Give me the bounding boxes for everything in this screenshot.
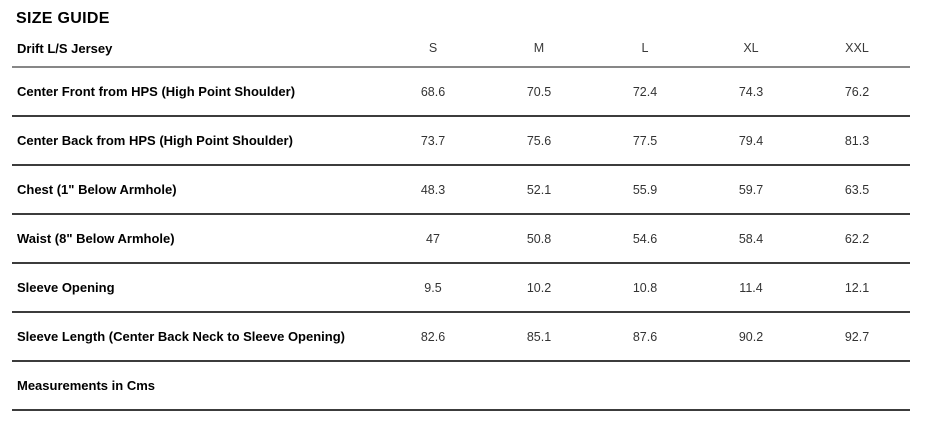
measurement-label: Sleeve Length (Center Back Neck to Sleev… [12,312,380,362]
size-guide-table: Drift L/S Jersey S M L XL XXL Center Front f… [12,30,910,411]
table-row: Chest (1" Below Armhole) 48.3 52.1 55.9 59.7… [12,165,910,215]
table-row: Sleeve Opening 9.5 10.2 10.8 11.4 12.1 [12,263,910,313]
measurement-value: 10.2 [486,263,592,313]
size-header-xxl: XXL [804,30,910,68]
measurement-value: 72.4 [592,67,698,117]
measurement-value: 74.3 [698,67,804,117]
units-footnote: Measurements in Cms [12,361,910,411]
size-header-xl: XL [698,30,804,68]
measurement-value: 50.8 [486,214,592,264]
table-row: Center Front from HPS (High Point Should… [12,67,910,117]
measurement-value: 52.1 [486,165,592,215]
measurement-value: 77.5 [592,116,698,166]
measurement-value: 81.3 [804,116,910,166]
measurement-value: 75.6 [486,116,592,166]
measurement-value: 79.4 [698,116,804,166]
measurement-value: 70.5 [486,67,592,117]
measurement-label: Center Back from HPS (High Point Shoulde… [12,116,380,166]
measurement-value: 63.5 [804,165,910,215]
measurement-label: Center Front from HPS (High Point Should… [12,67,380,117]
measurement-value: 10.8 [592,263,698,313]
table-row: Center Back from HPS (High Point Shoulde… [12,116,910,166]
measurement-value: 82.6 [380,312,486,362]
measurement-value: 90.2 [698,312,804,362]
table-row: Waist (8" Below Armhole) 47 50.8 54.6 58.4 62… [12,214,910,264]
table-row: Sleeve Length (Center Back Neck to Sleev… [12,312,910,362]
measurement-value: 62.2 [804,214,910,264]
measurement-label: Chest (1" Below Armhole) [12,165,380,215]
size-guide-page: SIZE GUIDE Drift L/S Jersey S M L XL XXL Cen… [12,10,910,411]
measurement-value: 55.9 [592,165,698,215]
measurement-value: 59.7 [698,165,804,215]
measurement-value: 11.4 [698,263,804,313]
measurement-value: 47 [380,214,486,264]
measurement-value: 87.6 [592,312,698,362]
measurement-value: 54.6 [592,214,698,264]
footnote-row: Measurements in Cms [12,361,910,411]
measurement-label: Waist (8" Below Armhole) [12,214,380,264]
measurement-value: 76.2 [804,67,910,117]
measurement-value: 92.7 [804,312,910,362]
table-header-row: Drift L/S Jersey S M L XL XXL [12,30,910,68]
measurement-value: 73.7 [380,116,486,166]
measurement-value: 12.1 [804,263,910,313]
measurement-value: 68.6 [380,67,486,117]
product-name: Drift L/S Jersey [12,30,380,68]
size-header-m: M [486,30,592,68]
measurement-value: 9.5 [380,263,486,313]
size-header-l: L [592,30,698,68]
size-header-s: S [380,30,486,68]
measurement-value: 58.4 [698,214,804,264]
measurement-value: 85.1 [486,312,592,362]
page-title: SIZE GUIDE [16,10,110,27]
measurement-value: 48.3 [380,165,486,215]
measurement-label: Sleeve Opening [12,263,380,313]
